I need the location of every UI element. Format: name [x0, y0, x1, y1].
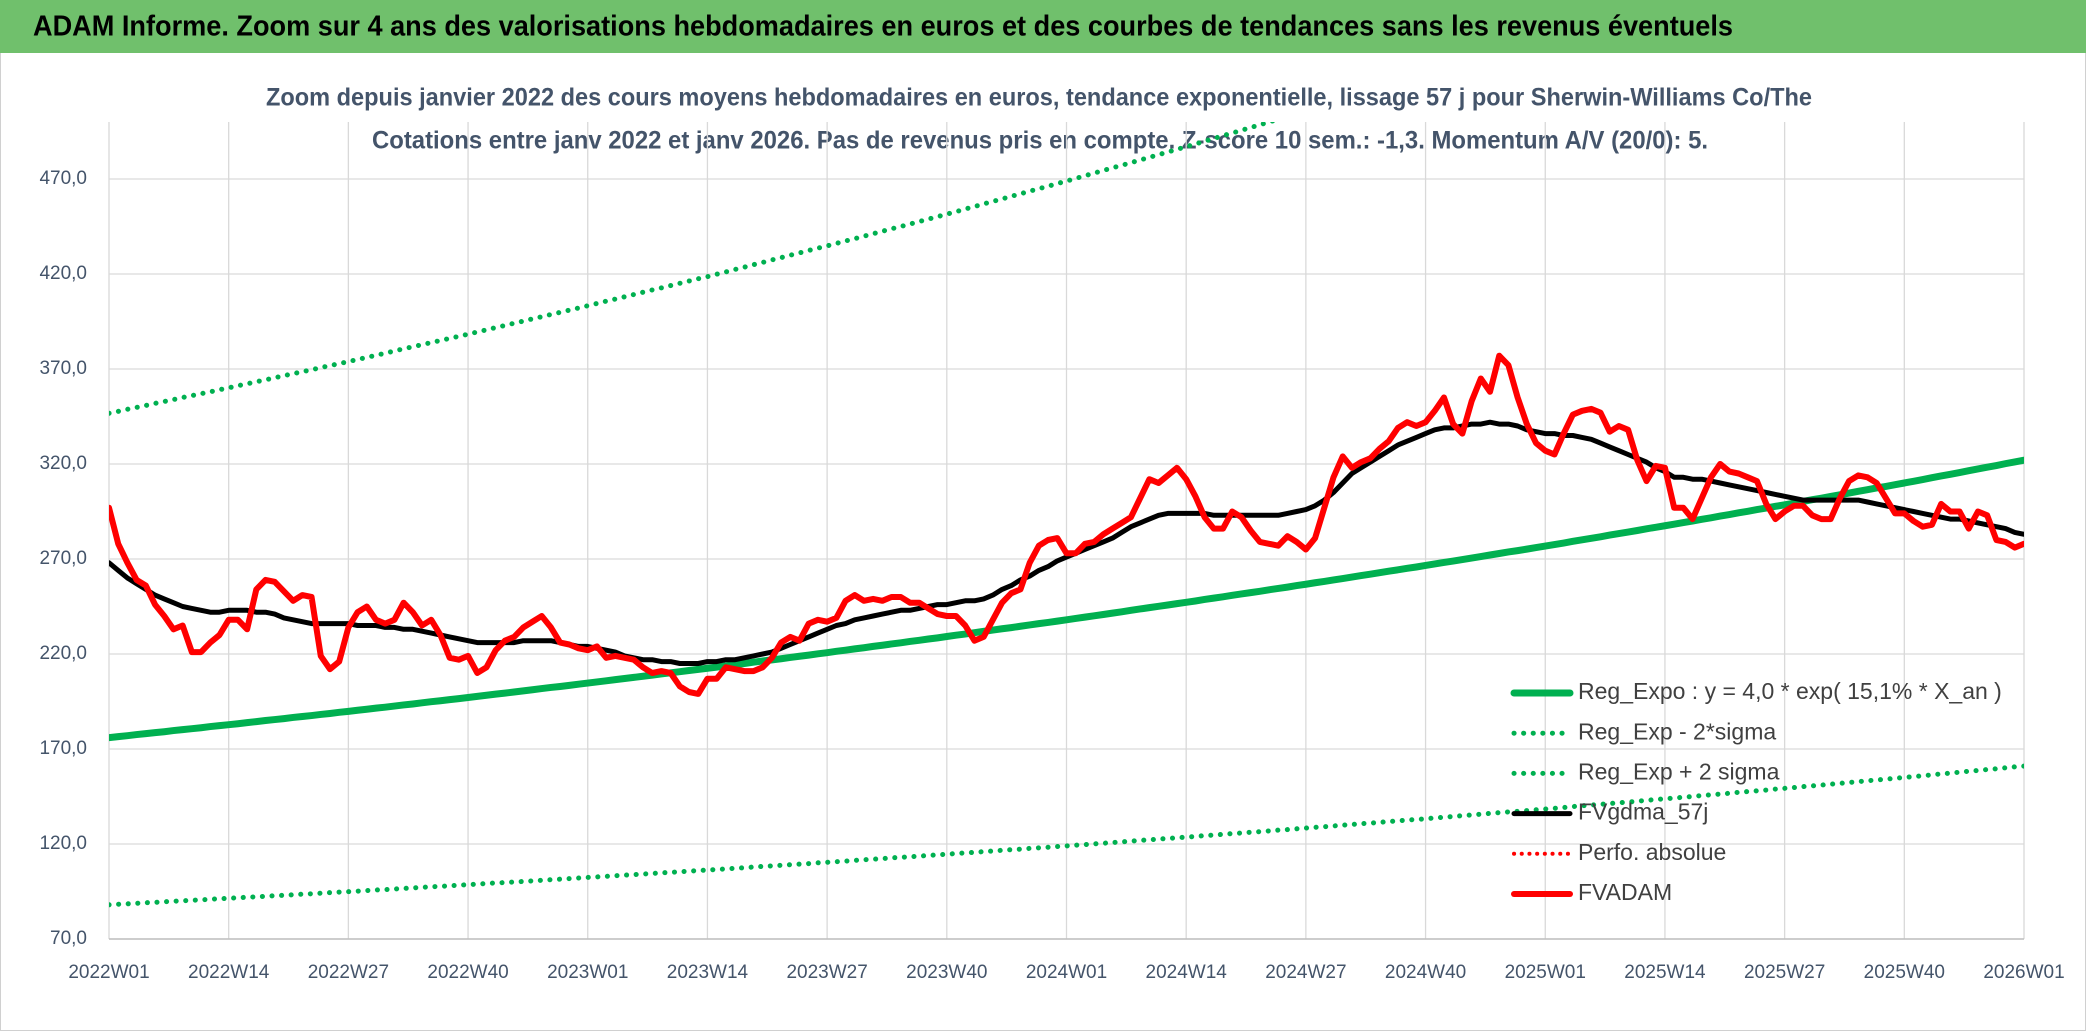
x-tick-label: 2023W40	[906, 962, 987, 983]
legend-label: FVADAM	[1578, 879, 1672, 905]
x-tick-label: 2025W27	[1744, 962, 1825, 983]
legend-label: Perfo. absolue	[1578, 839, 1726, 865]
x-tick-label: 2023W14	[667, 962, 749, 983]
x-tick-label: 2026W01	[1983, 962, 2064, 983]
series-line	[109, 419, 2024, 666]
x-tick-label: 2024W27	[1265, 962, 1346, 983]
chart-title: Zoom depuis janvier 2022 des cours moyen…	[266, 84, 1812, 112]
x-tick-label: 2022W40	[427, 962, 508, 983]
grid: 70,0 120,0 170,0 220,0 270,0 320,0 370,0 420,0 4…	[39, 122, 2065, 983]
x-tick-label: 2022W27	[308, 962, 389, 983]
legend-label: FVgdma_57j	[1578, 799, 1708, 825]
y-tick-label: 70,0	[50, 928, 87, 949]
series-line	[109, 352, 2024, 697]
y-tick-label: 320,0	[39, 453, 87, 474]
x-tick-label: 2024W14	[1146, 962, 1228, 983]
y-tick-label: 270,0	[39, 548, 87, 569]
series-line	[109, 122, 1279, 416]
page-title: ADAM Informe. Zoom sur 4 ans des valoris…	[33, 11, 1733, 43]
legend-label: Reg_Exp + 2 sigma	[1578, 758, 1780, 784]
y-tick-label: 470,0	[39, 168, 87, 189]
x-tick-label: 2025W14	[1624, 962, 1706, 983]
y-tick-label: 420,0	[39, 263, 87, 284]
y-tick-label: 220,0	[39, 643, 87, 664]
x-tick-label: 2023W27	[786, 962, 867, 983]
y-tick-label: 120,0	[39, 833, 87, 854]
x-tick-label: 2023W01	[547, 962, 628, 983]
x-tick-label: 2022W01	[68, 962, 149, 983]
x-tick-label: 2022W14	[188, 962, 270, 983]
header-banner	[0, 0, 2086, 53]
y-tick-label: 170,0	[39, 738, 87, 759]
legend-label: Reg_Expo : y = 4,0 * exp( 15,1% * X_an )	[1578, 678, 2002, 704]
x-tick-label: 2024W40	[1385, 962, 1466, 983]
plot-lines	[109, 122, 2024, 908]
legend-label: Reg_Exp - 2*sigma	[1578, 718, 1776, 744]
series-line	[109, 456, 2024, 742]
legend: Reg_Expo : y = 4,0 * exp( 15,1% * X_an )…	[1510, 678, 2002, 905]
x-tick-label: 2024W01	[1026, 962, 1107, 983]
x-tick-label: 2025W40	[1864, 962, 1945, 983]
x-tick-label: 2025W01	[1505, 962, 1586, 983]
y-tick-label: 370,0	[39, 358, 87, 379]
series-line	[109, 763, 2024, 908]
chart-subtitle: Cotations entre janv 2022 et janv 2026. …	[372, 127, 1708, 155]
